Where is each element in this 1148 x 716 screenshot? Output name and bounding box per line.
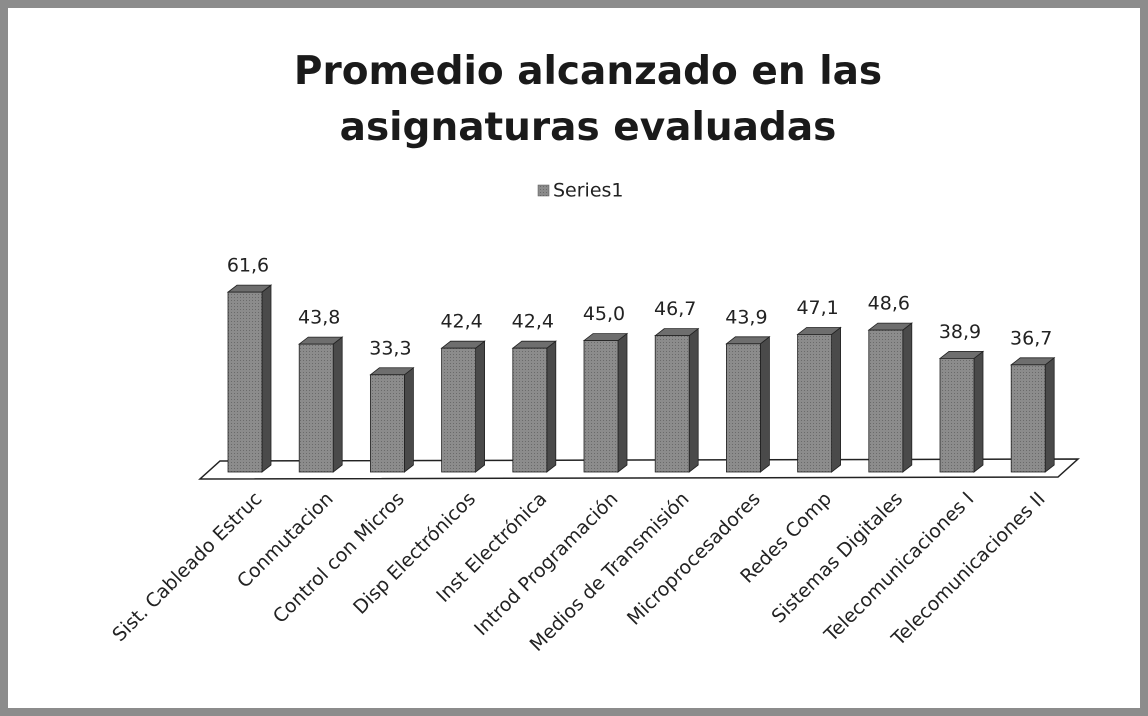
- data-label: 42,4: [512, 311, 554, 333]
- data-label: 33,3: [369, 337, 411, 359]
- bar-side: [261, 284, 272, 473]
- bar-side: [760, 335, 770, 473]
- data-label: 36,7: [1010, 327, 1052, 349]
- bar-side: [902, 322, 913, 473]
- bar: [298, 343, 334, 473]
- bar-side: [546, 340, 557, 473]
- x-tick-label: Microprocesadores: [623, 488, 765, 630]
- legend-swatch: [537, 184, 550, 197]
- bar: [1010, 364, 1046, 473]
- data-label: 61,6: [227, 255, 269, 277]
- data-label: 47,1: [796, 297, 838, 319]
- bar-side: [617, 332, 628, 473]
- bar-side: [973, 350, 984, 473]
- bar: [583, 340, 619, 473]
- bar-side: [403, 366, 414, 473]
- x-tick-label: Disp Electrónicos: [349, 488, 480, 619]
- bar-side: [475, 340, 486, 473]
- data-label: 43,8: [298, 307, 340, 329]
- x-tick-label: Introd Programación: [470, 488, 622, 640]
- data-label: 46,7: [654, 298, 696, 320]
- chart-floor: [198, 458, 1080, 480]
- bar-side: [688, 327, 699, 473]
- legend-label: Series1: [553, 180, 624, 202]
- bar: [726, 343, 761, 473]
- bar-side: [1044, 357, 1055, 473]
- data-label: 42,4: [440, 311, 482, 333]
- bar: [441, 347, 477, 473]
- chart-title: Promedio alcanzado en las asignaturas ev…: [293, 49, 883, 150]
- data-label: 45,0: [583, 303, 625, 325]
- x-tick-label: Control con Micros: [269, 488, 409, 628]
- bar: [868, 329, 904, 473]
- bar-side: [332, 336, 343, 473]
- data-label: 48,6: [868, 293, 910, 315]
- bar: [369, 374, 405, 473]
- bar: [654, 335, 690, 473]
- data-label: 38,9: [939, 321, 981, 343]
- bar: [227, 291, 263, 473]
- data-label: 43,9: [725, 306, 767, 328]
- bar: [512, 347, 548, 473]
- bar-side: [831, 326, 841, 473]
- bar: [939, 358, 975, 473]
- bar: [797, 334, 832, 473]
- x-tick-label: Sistemas Digitales: [767, 488, 907, 628]
